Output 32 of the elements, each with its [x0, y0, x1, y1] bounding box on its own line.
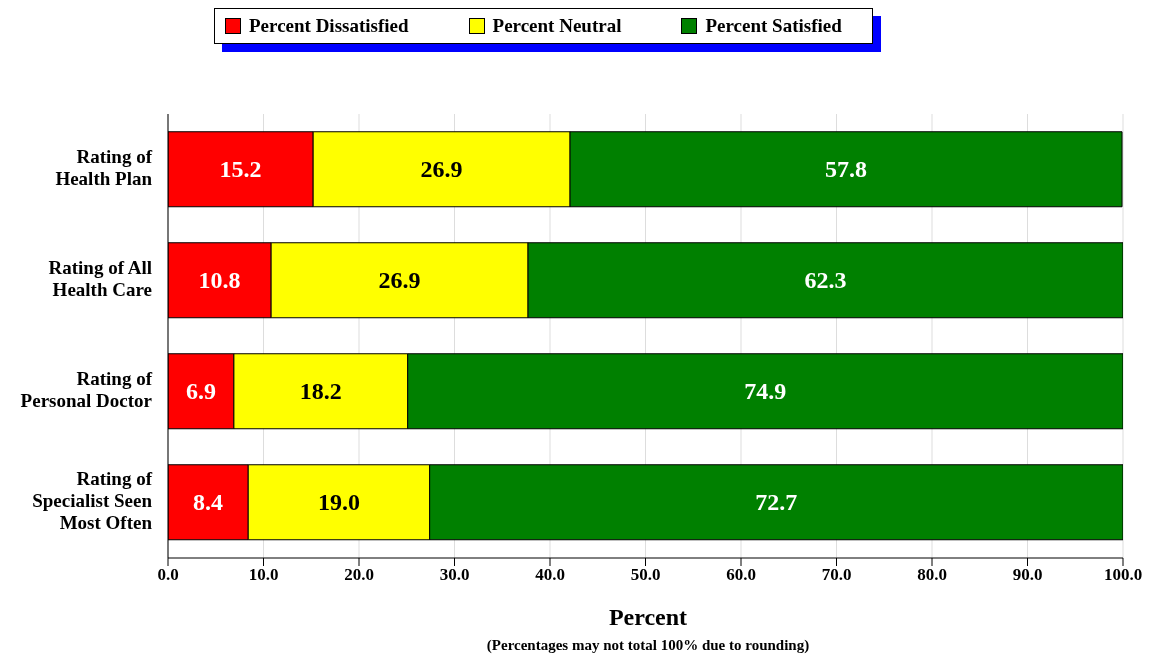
legend-label: Percent Dissatisfied: [249, 15, 409, 37]
text: 62.3: [804, 267, 847, 294]
legend-label: Percent Satisfied: [705, 15, 842, 37]
text: 8.4: [193, 489, 224, 516]
text: (Percentages may not total 100% due to rounding): [485, 637, 811, 654]
x-tick-label: 50.0: [630, 565, 661, 585]
text: 10.8: [198, 267, 241, 294]
x-axis-title: Percent: [607, 604, 689, 631]
x-tick-label: 80.0: [917, 565, 947, 585]
text: 15.2: [219, 156, 262, 183]
y-tick-label: Rating of Specialist Seen Most Often: [32, 467, 153, 533]
text: 72.7: [755, 489, 798, 516]
legend-label: Percent Neutral: [492, 15, 622, 37]
x-tick-label: 10.0: [248, 565, 279, 585]
x-tick-label: 60.0: [726, 565, 756, 585]
x-tick-label: 90.0: [1012, 565, 1043, 585]
x-tick-label: 30.0: [439, 565, 470, 585]
text: 74.9: [744, 378, 787, 405]
text: 19.0: [317, 489, 360, 516]
x-tick-label: 20.0: [344, 565, 374, 585]
text: 26.9: [420, 156, 463, 183]
text: 57.8: [825, 156, 868, 183]
x-tick-label: 0.0: [157, 565, 179, 585]
x-tick-label: 70.0: [821, 565, 852, 585]
x-tick-label: 40.0: [535, 565, 565, 585]
y-tick-label: Rating of Health Plan: [55, 145, 153, 189]
x-tick-label: 100.0: [1103, 565, 1143, 585]
text: 6.9: [185, 378, 216, 405]
y-tick-label: Rating of Personal Doctor: [20, 367, 153, 411]
text: 26.9: [378, 267, 421, 294]
text: 18.2: [299, 378, 342, 405]
y-tick-label: Rating of All Health Care: [48, 256, 152, 300]
